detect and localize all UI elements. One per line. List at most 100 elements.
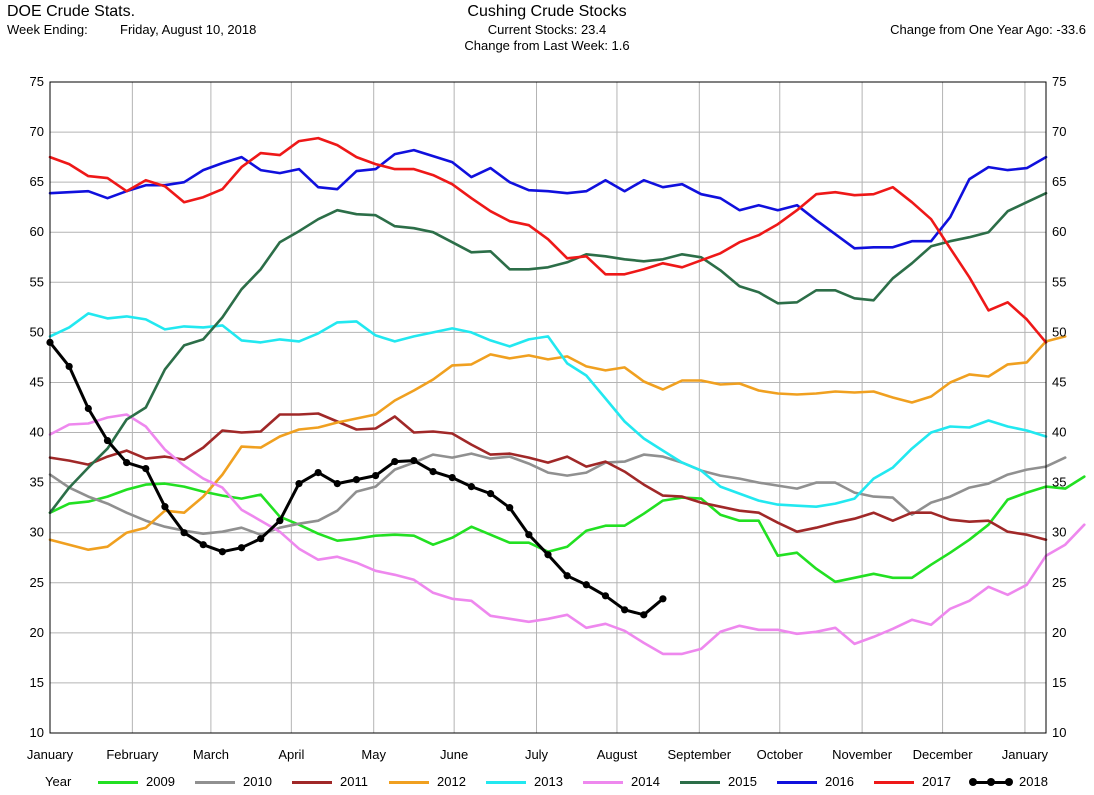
legend-label: 2016 [825,774,854,789]
chart-title: Cushing Crude Stocks [467,3,627,20]
legend-marker [1005,778,1013,786]
legend-item-2012: 2012 [389,770,484,794]
legend-item-2016: 2016 [777,770,872,794]
legend-item-2017: 2017 [874,770,969,794]
legend-marker [969,778,977,786]
legend-label: 2009 [146,774,175,789]
data-point-2018 [333,480,341,488]
legend-swatch [195,781,235,784]
x-tick-label: May [361,747,386,762]
y-tick-label-right: 20 [1052,625,1066,640]
change-year-ago: Change from One Year Ago: -33.6 [890,22,1086,37]
series-line-2010 [48,452,1067,537]
y-tick-label-left: 35 [30,475,44,490]
x-tick-label: June [440,747,468,762]
data-point-2018 [525,531,533,539]
data-point-2018 [544,551,552,559]
series-line-2013 [48,312,1048,509]
series-line-2012 [48,335,1067,552]
axes: 10 10 15 15 20 20 25 25 30 30 35 35 40 40 45 45 50 50 55 55… [27,74,1067,762]
series-line-2011 [48,412,1048,542]
y-tick-label-right: 70 [1052,124,1066,139]
y-tick-label-right: 60 [1052,224,1066,239]
legend-label: 2018 [1019,774,1048,789]
data-point-2018 [84,404,92,413]
data-point-2018 [506,504,514,512]
y-tick-label-left: 70 [30,124,44,139]
y-tick-label-right: 45 [1052,374,1066,389]
y-tick-label-left: 10 [30,725,44,740]
legend: Year 2009 2010 2011 2012 2013 2014 2015 2016 201… [0,770,1094,794]
data-point-2018 [103,436,112,445]
x-tick-label: December [913,747,974,762]
data-point-2018 [467,483,475,491]
series-line-2017 [48,136,1048,344]
legend-label: 2013 [534,774,563,789]
grid [49,81,1046,734]
legend-label: 2014 [631,774,660,789]
y-tick-label-left: 20 [30,625,44,640]
series-line-2015 [48,191,1048,515]
y-tick-label-left: 40 [30,425,44,440]
week-ending-label: Week Ending: [7,22,88,37]
y-tick-label-right: 15 [1052,675,1066,690]
legend-item-2015: 2015 [680,770,775,794]
legend-marker [987,778,995,786]
legend-item-2013: 2013 [486,770,581,794]
x-tick-label: July [525,747,549,762]
y-tick-label-left: 55 [30,274,44,289]
current-stocks: Current Stocks: 23.4 [487,22,607,37]
data-point-2018 [276,517,284,525]
legend-swatch [680,781,720,784]
data-point-2018 [180,529,188,537]
legend-label: 2017 [922,774,951,789]
data-point-2018 [218,548,226,556]
y-tick-label-right: 30 [1052,525,1066,540]
series-line-2016 [48,148,1048,250]
plot-frame [49,81,1047,734]
x-tick-label: September [668,747,732,762]
x-tick-label: January [1002,747,1049,762]
legend-swatch [292,781,332,784]
y-tick-label-left: 45 [30,374,44,389]
data-point-2018 [295,480,303,488]
series-line-2009 [48,475,1086,584]
legend-swatch [583,781,623,784]
data-point-2018 [161,503,169,511]
data-point-2018 [237,544,246,552]
x-tick-label: February [106,747,159,762]
legend-item-2018: 2018 [969,770,1066,794]
week-ending-value: Friday, August 10, 2018 [120,22,257,37]
data-point-2018 [429,467,437,476]
y-tick-label-left: 75 [30,74,44,89]
y-tick-label-right: 50 [1052,324,1066,339]
data-point-2018 [563,572,571,580]
y-tick-label-left: 60 [30,224,44,239]
series-lines [46,136,1086,656]
y-tick-label-left: 15 [30,675,44,690]
legend-item-2010: 2010 [195,770,290,794]
data-point-2018 [199,541,207,549]
legend-swatch [777,781,817,784]
change-last-week: Change from Last Week: 1.6 [464,38,630,53]
series-line-2014 [48,413,1086,656]
y-tick-label-left: 25 [30,575,44,590]
y-tick-label-left: 30 [30,525,44,540]
legend-label: 2011 [340,774,368,789]
legend-item-2011: 2011 [292,770,387,794]
y-tick-label-right: 40 [1052,425,1066,440]
legend-label: 2010 [243,774,272,789]
y-tick-label-left: 65 [30,174,44,189]
y-tick-label-right: 55 [1052,274,1066,289]
data-point-2018 [65,362,73,371]
data-point-2018 [410,456,418,465]
data-point-2018 [486,490,495,498]
legend-year-label: Year [45,774,72,789]
y-tick-label-right: 10 [1052,725,1066,740]
data-point-2018 [142,464,150,473]
y-tick-label-right: 65 [1052,174,1066,189]
line-chart: 10 10 15 15 20 20 25 25 30 30 35 35 40 40 45 45 50 50 55 55… [27,74,1086,762]
x-tick-label: November [832,747,893,762]
legend-swatch [486,781,526,784]
data-point-2018 [621,606,629,614]
